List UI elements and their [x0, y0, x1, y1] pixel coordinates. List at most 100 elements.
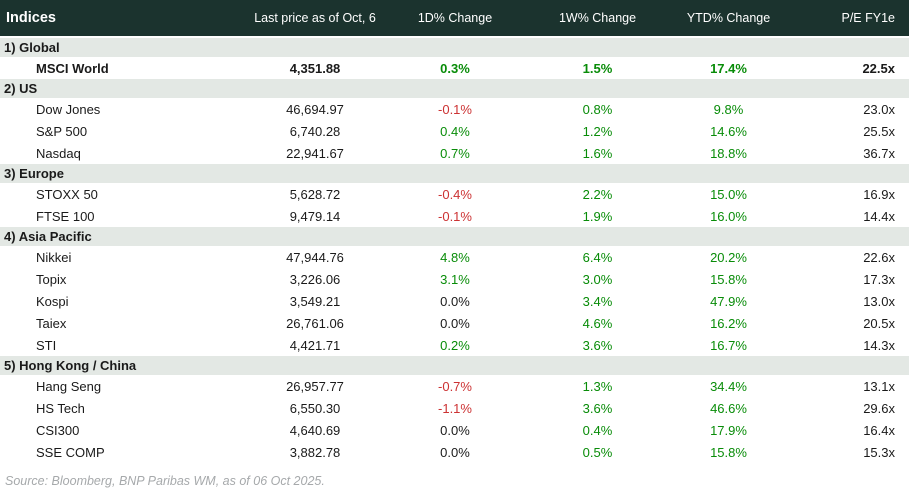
- 1w-change-value: 2.2%: [582, 186, 613, 202]
- 1d-change-value: 0.4%: [440, 123, 470, 139]
- 1w-change-value: 1.6%: [582, 145, 613, 161]
- ytd-change-value: 34.4%: [710, 378, 747, 394]
- column-header-last-price: Last price as of Oct, 6: [254, 11, 376, 25]
- index-name: S&P 500: [36, 123, 88, 139]
- 1d-change-value: -0.4%: [438, 186, 472, 202]
- table-row: Kospi 3,549.21 0.0% 3.4% 47.9% 13.0x: [0, 290, 909, 312]
- ytd-change-value: 17.9%: [710, 422, 747, 438]
- pe-fy1e-value: 16.9x: [863, 186, 895, 202]
- last-price-value: 6,550.30: [289, 400, 341, 416]
- pe-fy1e-value: 16.4x: [863, 422, 895, 438]
- 1d-change-value: 0.3%: [440, 60, 470, 76]
- pe-fy1e-value: 22.5x: [862, 60, 895, 76]
- 1w-change-value: 1.5%: [582, 60, 613, 76]
- ytd-change-value: 16.0%: [710, 208, 747, 224]
- 1w-change-value: 6.4%: [582, 249, 613, 265]
- last-price-value: 3,226.06: [289, 271, 341, 287]
- table-header-row: Indices Last price as of Oct, 6 1D% Chan…: [0, 0, 909, 38]
- 1d-change-value: -0.1%: [438, 101, 472, 117]
- index-name: CSI300: [36, 422, 80, 438]
- pe-fy1e-value: 17.3x: [863, 271, 895, 287]
- ytd-change-value: 15.8%: [710, 271, 747, 287]
- table-row: S&P 500 6,740.28 0.4% 1.2% 14.6% 25.5x: [0, 120, 909, 142]
- 1w-change-value: 3.6%: [582, 337, 613, 353]
- index-name: Hang Seng: [36, 378, 102, 394]
- section-label: 3) Europe: [4, 166, 64, 181]
- index-name: HS Tech: [36, 400, 85, 416]
- table-row: MSCI World 4,351.88 0.3% 1.5% 17.4% 22.5…: [0, 57, 909, 79]
- section-label: 4) Asia Pacific: [4, 229, 92, 244]
- 1d-change-value: -1.1%: [438, 400, 472, 416]
- last-price-value: 3,549.21: [289, 293, 341, 309]
- last-price-value: 46,694.97: [286, 101, 344, 117]
- index-name: Nasdaq: [36, 145, 81, 161]
- table-row: CSI300 4,640.69 0.0% 0.4% 17.9% 16.4x: [0, 419, 909, 441]
- index-name: SSE COMP: [36, 444, 105, 460]
- pe-fy1e-value: 29.6x: [863, 400, 895, 416]
- last-price-value: 47,944.76: [286, 249, 344, 265]
- pe-fy1e-value: 15.3x: [863, 444, 895, 460]
- index-name: Kospi: [36, 293, 69, 309]
- section-label: 5) Hong Kong / China: [4, 358, 137, 373]
- 1w-change-value: 1.2%: [582, 123, 613, 139]
- 1d-change-value: 0.0%: [440, 422, 470, 438]
- section-label: 1) Global: [4, 40, 60, 55]
- ytd-change-value: 9.8%: [713, 101, 744, 117]
- last-price-value: 6,740.28: [289, 123, 341, 139]
- section-row: 5) Hong Kong / China: [0, 356, 909, 375]
- last-price-value: 9,479.14: [289, 208, 341, 224]
- index-name: FTSE 100: [36, 208, 95, 224]
- last-price-value: 4,351.88: [289, 60, 341, 76]
- 1d-change-value: 0.2%: [440, 337, 470, 353]
- index-name: Dow Jones: [36, 101, 101, 117]
- section-row: 4) Asia Pacific: [0, 227, 909, 246]
- section-row: 3) Europe: [0, 164, 909, 183]
- table-row: Taiex 26,761.06 0.0% 4.6% 16.2% 20.5x: [0, 312, 909, 334]
- 1w-change-value: 0.4%: [582, 422, 613, 438]
- column-header-1d-change: 1D% Change: [417, 11, 493, 25]
- column-header-pe-fy1e: P/E FY1e: [841, 11, 896, 25]
- index-name: MSCI World: [36, 60, 109, 76]
- ytd-change-value: 15.0%: [710, 186, 747, 202]
- index-name: STI: [36, 337, 57, 353]
- table-row: Topix 3,226.06 3.1% 3.0% 15.8% 17.3x: [0, 268, 909, 290]
- 1w-change-value: 3.4%: [582, 293, 613, 309]
- pe-fy1e-value: 14.3x: [863, 337, 895, 353]
- table-row: SSE COMP 3,882.78 0.0% 0.5% 15.8% 15.3x: [0, 441, 909, 463]
- table-row: HS Tech 6,550.30 -1.1% 3.6% 46.6% 29.6x: [0, 397, 909, 419]
- 1d-change-value: 0.0%: [440, 315, 470, 331]
- table-row: FTSE 100 9,479.14 -0.1% 1.9% 16.0% 14.4x: [0, 205, 909, 227]
- section-row: 2) US: [0, 79, 909, 98]
- source-note: Source: Bloomberg, BNP Paribas WM, as of…: [5, 474, 325, 488]
- pe-fy1e-value: 25.5x: [863, 123, 895, 139]
- last-price-value: 22,941.67: [286, 145, 344, 161]
- section-row: 1) Global: [0, 38, 909, 57]
- pe-fy1e-value: 13.1x: [863, 378, 895, 394]
- ytd-change-value: 16.7%: [710, 337, 747, 353]
- table-row: Hang Seng 26,957.77 -0.7% 1.3% 34.4% 13.…: [0, 375, 909, 397]
- column-header-indices: Indices: [6, 10, 56, 26]
- index-name: Topix: [36, 271, 67, 287]
- last-price-value: 4,640.69: [289, 422, 341, 438]
- 1d-change-value: 4.8%: [440, 249, 470, 265]
- ytd-change-value: 46.6%: [710, 400, 747, 416]
- ytd-change-value: 18.8%: [710, 145, 747, 161]
- 1w-change-value: 1.3%: [582, 378, 613, 394]
- table-row: Nikkei 47,944.76 4.8% 6.4% 20.2% 22.6x: [0, 246, 909, 268]
- pe-fy1e-value: 36.7x: [863, 145, 895, 161]
- ytd-change-value: 16.2%: [710, 315, 747, 331]
- last-price-value: 26,761.06: [286, 315, 344, 331]
- 1w-change-value: 3.6%: [582, 400, 613, 416]
- index-name: Taiex: [36, 315, 67, 331]
- ytd-change-value: 14.6%: [710, 123, 747, 139]
- last-price-value: 26,957.77: [286, 378, 344, 394]
- table-body: 1) Global MSCI World 4,351.88 0.3% 1.5% …: [0, 38, 909, 463]
- section-label: 2) US: [4, 81, 38, 96]
- pe-fy1e-value: 23.0x: [863, 101, 895, 117]
- 1w-change-value: 1.9%: [582, 208, 613, 224]
- pe-fy1e-value: 13.0x: [863, 293, 895, 309]
- ytd-change-value: 20.2%: [710, 249, 747, 265]
- 1d-change-value: -0.1%: [438, 208, 472, 224]
- table-row: Nasdaq 22,941.67 0.7% 1.6% 18.8% 36.7x: [0, 142, 909, 164]
